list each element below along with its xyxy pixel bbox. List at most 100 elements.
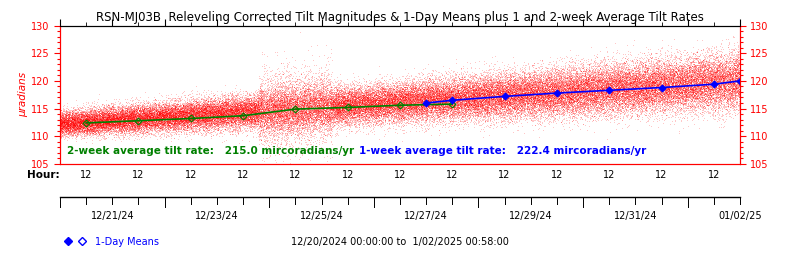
Point [418, 103, 430, 107]
Point [98, 115, 110, 119]
Point [385, 101, 398, 105]
Point [571, 72, 584, 76]
Point [709, 117, 722, 121]
Point [363, 104, 376, 109]
Point [633, 89, 646, 93]
Point [707, 106, 720, 110]
Point [653, 70, 666, 74]
Point [424, 100, 437, 104]
Point [280, 92, 293, 96]
Point [554, 103, 566, 107]
Point [526, 85, 539, 89]
Point [81, 121, 94, 125]
Point [613, 78, 626, 82]
Point [207, 120, 220, 124]
Point [339, 119, 352, 123]
Point [317, 109, 330, 113]
Point [573, 99, 586, 103]
Point [589, 99, 602, 103]
Point [326, 102, 339, 106]
Point [664, 93, 677, 97]
Point [670, 67, 683, 71]
Point [434, 92, 447, 97]
Point [690, 102, 702, 106]
Point [461, 102, 474, 106]
Point [507, 100, 520, 104]
Point [122, 115, 134, 119]
Point [551, 93, 564, 98]
Point [709, 87, 722, 91]
Point [246, 107, 258, 111]
Point [591, 104, 604, 108]
Point [378, 97, 391, 101]
Point [471, 104, 484, 108]
Point [707, 87, 720, 91]
Point [408, 84, 421, 89]
Point [681, 76, 694, 80]
Point [575, 70, 588, 74]
Point [244, 105, 257, 109]
Point [657, 88, 670, 92]
Point [409, 97, 422, 101]
Point [544, 84, 557, 89]
Point [447, 112, 460, 116]
Point [338, 105, 350, 110]
Point [428, 94, 441, 99]
Point [358, 95, 370, 99]
Point [595, 96, 608, 100]
Point [546, 88, 559, 92]
Point [469, 114, 482, 118]
Point [571, 86, 584, 90]
Point [686, 78, 699, 82]
Point [530, 82, 542, 86]
Point [427, 104, 440, 109]
Point [144, 123, 157, 127]
Point [572, 105, 585, 109]
Point [114, 125, 126, 129]
Point [246, 100, 259, 104]
Point [310, 78, 322, 82]
Point [216, 127, 229, 131]
Point [138, 120, 150, 124]
Point [240, 108, 253, 112]
Point [556, 66, 569, 70]
Point [322, 106, 335, 110]
Point [287, 124, 300, 128]
Point [72, 125, 85, 129]
Point [285, 103, 298, 107]
Point [458, 90, 471, 94]
Point [86, 100, 98, 104]
Point [54, 134, 67, 138]
Point [319, 122, 332, 126]
Point [210, 108, 222, 112]
Point [685, 92, 698, 97]
Point [482, 87, 495, 91]
Point [212, 119, 225, 123]
Point [102, 115, 115, 119]
Point [152, 120, 165, 124]
Point [87, 126, 100, 130]
Point [357, 107, 370, 111]
Point [466, 87, 479, 91]
Point [247, 106, 260, 110]
Point [150, 123, 163, 127]
Point [473, 91, 486, 95]
Point [161, 123, 174, 127]
Point [463, 96, 476, 100]
Point [294, 83, 306, 87]
Point [457, 97, 470, 101]
Point [94, 118, 107, 122]
Point [114, 122, 126, 126]
Point [441, 89, 454, 93]
Point [519, 88, 532, 92]
Point [580, 73, 593, 77]
Point [530, 92, 543, 97]
Point [90, 110, 102, 114]
Point [300, 109, 313, 113]
Point [218, 112, 230, 116]
Point [332, 94, 345, 98]
Point [546, 92, 558, 96]
Point [361, 107, 374, 111]
Point [166, 103, 179, 107]
Point [462, 85, 474, 89]
